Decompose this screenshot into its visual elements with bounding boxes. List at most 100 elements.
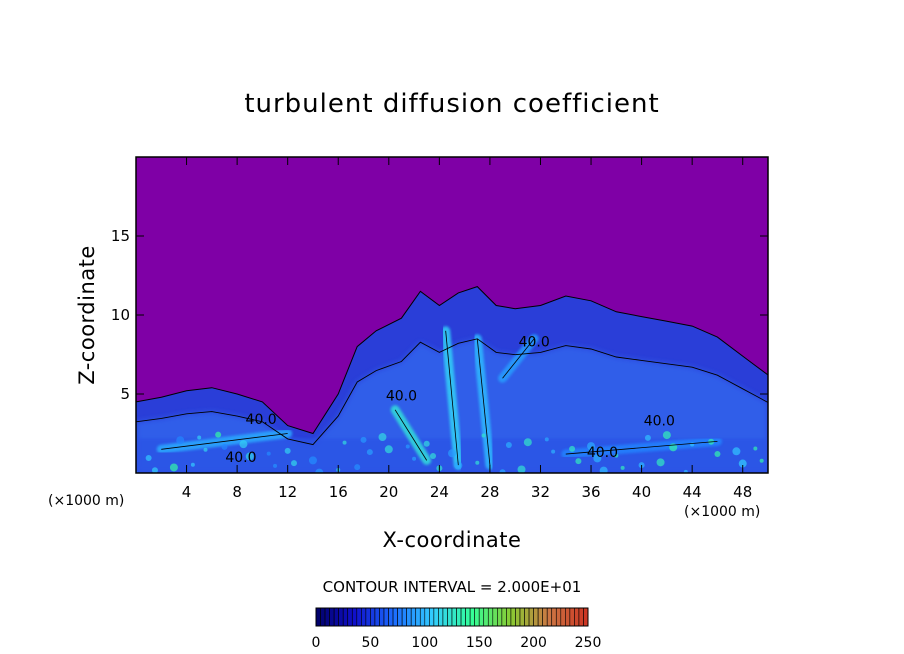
x-tick-label: 48: [733, 483, 752, 501]
y-axis-label: Z-coordinate: [75, 245, 99, 385]
turbulence-cell: [215, 431, 222, 438]
turbulence-cell: [360, 436, 367, 443]
inner-contour: [136, 338, 768, 446]
colorbar-swatch: [555, 607, 562, 627]
turbulence-cell: [499, 469, 506, 473]
turbulence-cell: [176, 436, 185, 445]
contour-label: 40.0: [644, 414, 675, 430]
turbulence-cell: [551, 449, 556, 454]
colorbar-swatch: [406, 607, 412, 627]
turbulence-cell: [197, 435, 202, 440]
turbulence-cell: [614, 453, 619, 458]
x-tick-label: 44: [683, 483, 702, 501]
x-tick-label: 36: [581, 483, 600, 501]
turbulence-cell: [593, 454, 602, 463]
turbulence-cell: [342, 440, 347, 445]
colorbar-tick-label: 100: [411, 635, 438, 651]
turbulence-cell: [405, 444, 410, 449]
colorbar-swatch: [456, 607, 462, 627]
colorbar-swatch: [419, 607, 426, 627]
x-axis-label: X-coordinate: [383, 528, 522, 552]
colorbar-swatch: [519, 607, 525, 627]
colorbar-swatch: [469, 607, 475, 627]
turbulence-cell: [575, 458, 582, 465]
colorbar-swatch: [397, 607, 403, 627]
colorbar-swatch: [451, 607, 457, 627]
turbulence-cell: [291, 460, 297, 467]
x-tick-label: 4: [182, 483, 192, 501]
turbulence-cell: [273, 463, 278, 468]
turbulence-cell: [454, 461, 463, 470]
chart-title: turbulent diffusion coefficient: [244, 89, 659, 119]
colorbar-swatch: [374, 607, 380, 627]
colorbar-swatch: [438, 607, 444, 627]
y-unit-label: (×1000 m): [48, 493, 124, 509]
turbulence-cell: [753, 446, 758, 451]
streak-contour: [445, 330, 459, 466]
contour-interval: CONTOUR INTERVAL = 2.000E+01: [323, 578, 582, 596]
turbulence-cell: [683, 469, 688, 473]
turbulence-cell: [662, 431, 671, 440]
colorbar-swatch: [483, 607, 489, 627]
turbulence-cell: [245, 452, 254, 461]
x-tick-label: 8: [232, 483, 242, 501]
turbulence-cell: [315, 468, 324, 473]
turbulence-cell: [523, 438, 532, 447]
contour-label: 40.0: [386, 388, 417, 404]
y-tick-label: 10: [111, 306, 130, 324]
colorbar-swatch: [333, 607, 339, 627]
cloud-boundary-contour: [136, 286, 768, 435]
colorbar-swatch: [329, 607, 335, 627]
colorbar-swatch: [487, 607, 494, 627]
turbulence-cell: [308, 456, 317, 465]
x-unit-label: (×1000 m): [684, 504, 760, 520]
colorbar-swatch: [320, 607, 326, 627]
colorbar-swatch: [392, 607, 398, 627]
streak-contour: [161, 433, 288, 450]
colorbar-swatch: [478, 607, 485, 627]
turbulence-cell: [544, 437, 549, 442]
colorbar-swatch: [501, 607, 507, 627]
colorbar-swatch: [351, 607, 358, 627]
turbulence-cell: [378, 433, 387, 442]
colorbar-tick-label: 50: [361, 635, 379, 651]
colorbar-swatch: [542, 607, 548, 627]
colorbar-swatch: [528, 607, 534, 627]
colorbar-swatch: [383, 607, 389, 627]
x-tick-label: 12: [278, 483, 297, 501]
colorbar-swatch: [537, 607, 543, 627]
colorbar-swatch: [379, 607, 385, 627]
turbulence-cell: [412, 456, 417, 461]
streak-contour: [394, 409, 428, 461]
y-axis: 5 10 15: [111, 227, 768, 403]
colorbar-swatch: [447, 607, 453, 627]
colorbar-swatch: [356, 607, 362, 627]
turbulence-cell: [145, 454, 152, 461]
turbulence-cell: [656, 458, 665, 467]
colorbar-swatch: [324, 607, 330, 627]
turbulence-cell: [203, 447, 208, 452]
x-tick-label: 40: [632, 483, 651, 501]
turbulence-cell: [366, 449, 373, 456]
streak-contour: [476, 338, 491, 466]
colorbar-swatch: [492, 607, 498, 627]
colorbar-swatch: [338, 607, 344, 627]
plot-area: 40.0 40.0 40.0 40.0 40.0 40.0: [136, 157, 768, 473]
colorbar-tick-label: 0: [312, 635, 321, 651]
colorbar-swatch: [583, 607, 589, 627]
colorbar-swatch: [315, 607, 321, 627]
colorbar-swatch: [424, 607, 430, 627]
turbulence-cell: [151, 467, 158, 473]
colorbar-swatch: [365, 607, 371, 627]
colorbar-swatch: [361, 607, 367, 627]
colorbar-swatch: [433, 607, 439, 627]
colorbar-swatch: [533, 607, 539, 627]
turbulence-cell: [644, 434, 651, 441]
turbulence-cell: [423, 440, 430, 447]
streak-contour: [502, 338, 535, 379]
colorbar-swatch: [460, 607, 466, 627]
colorbar-swatch: [429, 607, 435, 627]
turbulence-cell: [221, 443, 228, 450]
colorbar-swatch: [546, 607, 553, 627]
